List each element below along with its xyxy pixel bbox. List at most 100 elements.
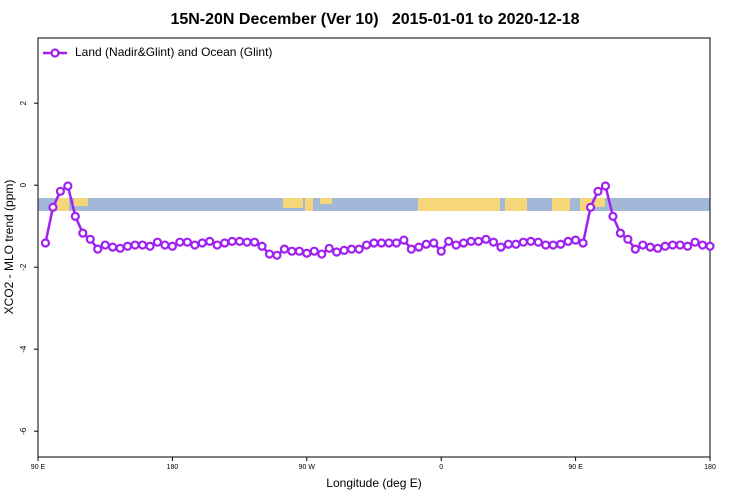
data-point <box>347 244 357 254</box>
data-point <box>55 186 66 196</box>
data-point <box>645 242 655 252</box>
x-tick-label: 180 <box>167 464 179 471</box>
y-tick-label: -4 <box>19 345 28 353</box>
data-point <box>130 240 140 250</box>
data-point <box>197 238 207 248</box>
data-point <box>556 239 566 249</box>
data-point <box>145 241 155 251</box>
data-point <box>436 246 446 256</box>
data-point <box>705 241 715 251</box>
data-point <box>533 237 543 247</box>
data-point <box>369 238 379 248</box>
data-point <box>93 244 103 254</box>
chart-title: 15N-20N December (Ver 10) 2015-01-01 to … <box>170 11 579 28</box>
data-point <box>399 235 409 245</box>
data-point <box>473 236 484 246</box>
x-tick-label: 90 W <box>299 464 316 471</box>
data-point <box>115 243 125 253</box>
data-point <box>279 244 289 254</box>
data-point <box>205 236 215 246</box>
data-point <box>332 247 342 257</box>
data-point <box>309 246 319 256</box>
data-point <box>668 240 678 250</box>
x-tick-label: 180 <box>704 464 716 471</box>
data-point <box>122 241 133 251</box>
data-point <box>406 244 416 254</box>
data-point <box>63 181 73 191</box>
data-point <box>615 228 626 238</box>
legend-label: Land (Nadir&Glint) and Ocean (Glint) <box>75 45 272 59</box>
x-axis-label: Longitude (deg E) <box>326 476 421 490</box>
data-point <box>70 211 80 221</box>
data-point <box>414 242 424 252</box>
data-point <box>376 238 387 248</box>
data-point <box>481 234 491 244</box>
data-point <box>160 240 170 250</box>
data-point <box>653 243 663 253</box>
x-tick-label: 90 E <box>31 464 46 471</box>
data-point <box>518 237 528 247</box>
data-point <box>190 240 200 250</box>
data-point <box>257 241 267 251</box>
data-point <box>108 242 118 252</box>
data-point <box>339 245 349 255</box>
data-point <box>391 238 401 248</box>
data-point <box>593 186 603 196</box>
data-point <box>182 237 192 247</box>
data-point <box>272 250 282 260</box>
data-point <box>175 237 185 247</box>
data-point <box>511 239 521 249</box>
data-point <box>630 244 640 254</box>
y-tick-label: 0 <box>19 182 28 187</box>
data-point <box>444 236 454 246</box>
data-point <box>40 238 51 248</box>
y-tick-label: -2 <box>19 263 28 271</box>
data-point <box>100 240 110 250</box>
data-point <box>600 181 611 191</box>
data-point <box>85 234 95 244</box>
data-point <box>638 240 648 250</box>
data-point <box>675 240 685 250</box>
x-tick-label: 90 E <box>568 464 583 471</box>
data-point <box>488 237 499 247</box>
data-point <box>48 202 58 212</box>
data-point <box>459 238 469 248</box>
data-point <box>324 243 334 253</box>
data-point <box>690 237 700 247</box>
data-point <box>563 236 573 246</box>
data-point <box>287 246 297 256</box>
data-point <box>317 249 327 259</box>
data-point <box>78 228 88 238</box>
y-axis-label: XCO2 - MLO trend (ppm) <box>2 180 16 315</box>
data-point <box>429 238 439 248</box>
data-point <box>249 237 260 247</box>
data-point <box>264 249 275 259</box>
data-point <box>608 211 618 221</box>
data-point <box>585 202 596 212</box>
data-point <box>541 240 551 250</box>
data-point <box>137 240 148 250</box>
data-point <box>152 237 163 247</box>
data-point <box>496 242 506 252</box>
data-point <box>526 236 536 246</box>
data-point <box>354 244 364 254</box>
data-point <box>227 236 237 246</box>
y-tick-label: 2 <box>19 100 28 105</box>
data-point <box>660 241 670 251</box>
data-point <box>451 240 461 250</box>
data-point <box>466 236 476 246</box>
data-point <box>503 239 513 249</box>
data-point <box>167 241 177 251</box>
data-point <box>682 241 693 251</box>
data-point <box>294 246 304 256</box>
data-point <box>235 236 245 246</box>
data-point <box>570 235 581 245</box>
data-point <box>623 234 633 244</box>
data-point <box>361 240 372 250</box>
y-tick-label: -6 <box>19 427 28 435</box>
data-point <box>548 240 558 250</box>
data-point <box>421 239 431 249</box>
legend-marker <box>50 48 60 58</box>
data-point <box>212 240 222 250</box>
